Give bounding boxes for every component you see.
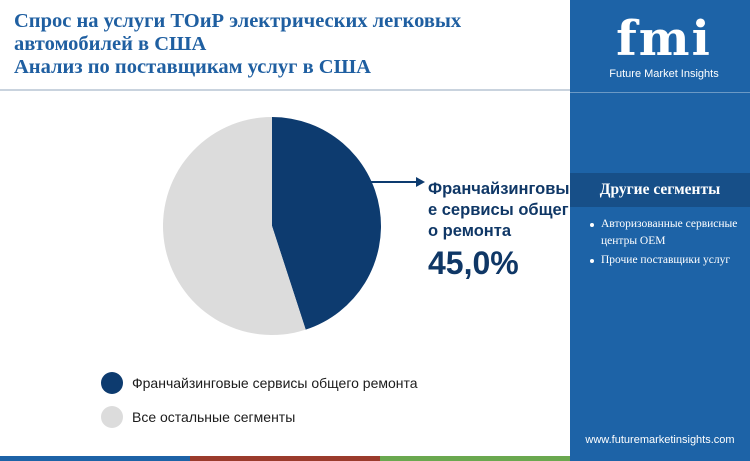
bullet-icon bbox=[590, 223, 594, 227]
logo-mark: fmi bbox=[616, 11, 712, 67]
other-segment-item: Прочие поставщики услуг bbox=[590, 252, 742, 269]
page-title-line-1: Спрос на услуги ТОиР электрических легко… bbox=[14, 10, 462, 32]
pie-slice-franchise bbox=[272, 117, 381, 330]
highlight-callout: Франчайзинговые сервисы общего ремонта 4… bbox=[428, 179, 570, 282]
other-segments-title: Другие сегменты bbox=[599, 181, 721, 198]
other-segment-item: Авторизованные сервисные центры OEM bbox=[590, 216, 742, 250]
page-title-line-2: автомобилей в США bbox=[14, 33, 207, 55]
bottom-bar-segment bbox=[190, 456, 380, 461]
chart-legend: Франчайзинговые сервисы общего ремонта В… bbox=[101, 366, 418, 434]
legend-dot-others bbox=[101, 406, 123, 428]
bottom-bar-segment bbox=[380, 456, 570, 461]
pie-slice-others bbox=[163, 117, 306, 335]
legend-dot-franchise bbox=[101, 372, 123, 394]
sidebar-divider bbox=[570, 92, 750, 93]
other-segment-label: Прочие поставщики услуг bbox=[601, 254, 731, 266]
chart-area: Франчайзинговые сервисы общего ремонта 4… bbox=[0, 91, 570, 456]
legend-label: Франчайзинговые сервисы общего ремонта bbox=[132, 375, 418, 391]
legend-item: Франчайзинговые сервисы общего ремонта bbox=[101, 366, 418, 400]
pie-chart bbox=[163, 117, 425, 335]
bottom-bar-segment bbox=[0, 456, 190, 461]
legend-label: Все остальные сегменты bbox=[132, 409, 296, 425]
logo-subtitle: Future Market Insights bbox=[609, 68, 719, 80]
legend-item: Все остальные сегменты bbox=[101, 400, 418, 434]
bottom-color-bar bbox=[0, 456, 570, 461]
fmi-logo: fmi Future Market Insights bbox=[594, 10, 734, 85]
sidebar: fmi Future Market Insights Другие сегмен… bbox=[570, 0, 750, 461]
website-link[interactable]: www.futuremarketinsights.com bbox=[585, 434, 735, 446]
highlight-label: Франчайзинговые сервисы общего ремонта bbox=[428, 180, 570, 240]
title-divider bbox=[0, 89, 570, 91]
title-block: Спрос на услуги ТОиР электрических легко… bbox=[14, 10, 564, 79]
other-segments-list: Авторизованные сервисные центры OEM Проч… bbox=[590, 216, 742, 271]
bullet-icon bbox=[590, 259, 594, 263]
highlight-value: 45,0% bbox=[428, 245, 519, 281]
other-segment-label: Авторизованные сервисные центры OEM bbox=[601, 218, 738, 247]
other-segments-header: Другие сегменты bbox=[570, 173, 750, 207]
callout-arrow bbox=[347, 177, 425, 187]
page-title-line-3: Анализ по поставщикам услуг в США bbox=[14, 56, 371, 78]
